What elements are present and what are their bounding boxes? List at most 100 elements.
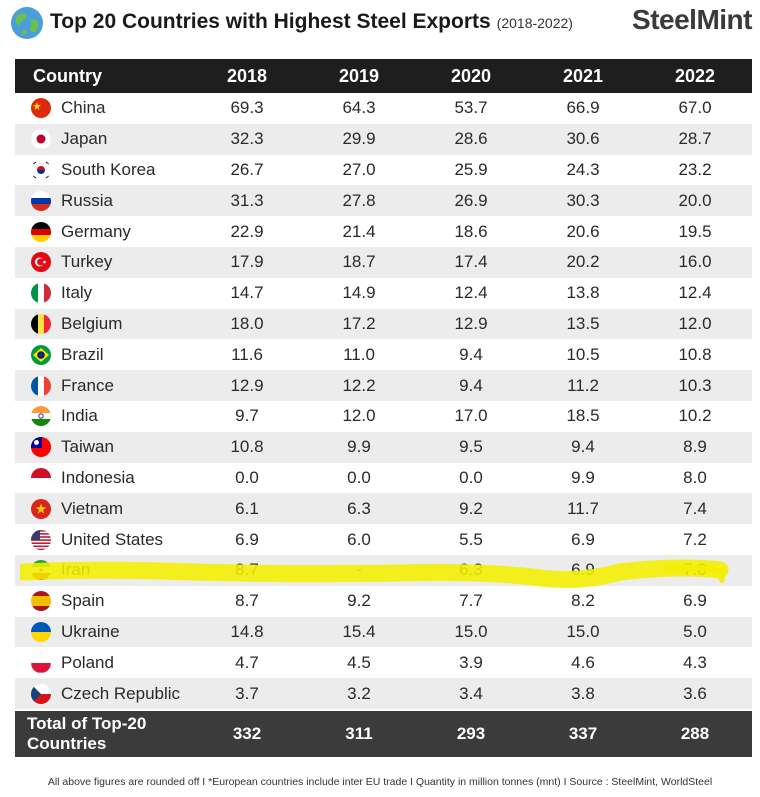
value-cell-2019: 9.2 <box>347 591 371 611</box>
total-value-2020: 293 <box>456 723 486 743</box>
russia-flag-icon <box>31 190 51 211</box>
country-name: France <box>61 375 114 395</box>
value-cell-2019: 14.9 <box>342 283 376 303</box>
country-name: Italy <box>61 283 93 303</box>
belgium-flag-icon <box>31 313 51 334</box>
value-cell-2020: 9.2 <box>459 498 483 518</box>
value-cell-2018: 6.1 <box>235 498 259 518</box>
table-row: Czech Republic 3.7 3.2 3.4 3.8 3.6 <box>15 678 752 709</box>
page-title: Top 20 Countries with Highest Steel Expo… <box>50 10 573 34</box>
table-row: India 9.7 12.0 17.0 18.5 10.2 <box>15 401 752 432</box>
value-cell-2022: 10.8 <box>678 344 712 364</box>
title-text: Top 20 Countries with Highest Steel Expo… <box>50 10 491 33</box>
country-name: Indonesia <box>61 467 135 487</box>
table-row: Turkey 17.9 18.7 17.4 20.2 16.0 <box>15 246 752 278</box>
value-cell-2018: 12.9 <box>230 375 264 395</box>
column-header-country: Country <box>33 65 102 86</box>
value-cell-2019: 0.0 <box>347 467 371 487</box>
value-cell-2018: 9.7 <box>235 406 259 426</box>
value-cell-2019: 3.2 <box>347 683 371 703</box>
value-cell-2019: 18.7 <box>342 252 376 272</box>
table-row: Vietnam 6.1 6.3 9.2 11.7 7.4 <box>15 493 752 525</box>
value-cell-2018: 11.6 <box>231 344 263 364</box>
country-name: China <box>61 98 106 118</box>
value-cell-2018: 4.7 <box>235 652 259 672</box>
country-cell: United States <box>15 529 191 550</box>
value-cell-2020: 12.4 <box>454 283 488 303</box>
country-cell: Spain <box>15 591 191 612</box>
country-cell: Indonesia <box>15 467 191 488</box>
value-cell-2021: 20.2 <box>566 252 600 272</box>
steelmint-logo: SteelMint <box>632 4 752 35</box>
italy-flag-icon <box>31 283 51 304</box>
exports-table: Country 2018 2019 2020 2021 2022 China 69.3 64.… <box>15 59 752 757</box>
footnote: All above figures are rounded off I *Eur… <box>47 776 713 788</box>
value-cell-2020: 25.9 <box>454 159 488 179</box>
total-value-2019: 311 <box>345 723 373 743</box>
france-flag-icon <box>31 375 51 396</box>
country-name: Taiwan <box>61 437 114 457</box>
india-flag-icon <box>31 406 51 427</box>
iran-flag-icon <box>31 560 51 581</box>
table-row: Italy 14.7 14.9 12.4 13.8 12.4 <box>15 278 752 309</box>
country-cell: Ukraine <box>15 621 191 642</box>
spain-flag-icon <box>31 591 51 612</box>
value-cell-2020: 9.5 <box>459 437 483 457</box>
czech-flag-icon <box>31 683 51 704</box>
germany-flag-icon <box>31 221 51 242</box>
value-cell-2018: 31.3 <box>230 190 264 210</box>
value-cell-2019: 6.0 <box>347 529 371 549</box>
total-value-2022: 288 <box>680 723 710 743</box>
table-row: Belgium 18.0 17.2 12.9 13.5 12.0 <box>15 308 752 340</box>
country-cell: Japan <box>15 129 191 150</box>
value-cell-2021: 20.6 <box>566 221 600 241</box>
value-cell-2022: 8.9 <box>683 437 707 457</box>
value-cell-2020: 3.4 <box>459 683 483 703</box>
value-cell-2021: 18.5 <box>566 406 600 426</box>
column-header-2018: 2018 <box>226 65 268 86</box>
value-cell-2022: 12.0 <box>678 313 712 333</box>
value-cell-2019: 15.4 <box>342 621 376 641</box>
country-cell: Vietnam <box>15 498 191 519</box>
country-name: Iran <box>61 560 91 580</box>
table-row: Spain 8.7 9.2 7.7 8.2 6.9 <box>15 586 752 617</box>
country-name: Ukraine <box>61 621 120 641</box>
value-cell-2021: 4.6 <box>571 652 595 672</box>
value-cell-2022: 28.7 <box>678 129 712 149</box>
table-row: China 69.3 64.3 53.7 66.9 67.0 <box>15 93 752 124</box>
value-cell-2022: 10.3 <box>678 375 712 395</box>
value-cell-2019: 6.3 <box>347 498 371 518</box>
table-row: France 12.9 12.2 9.4 11.2 10.3 <box>15 370 752 401</box>
value-cell-2020: 9.4 <box>459 344 483 364</box>
value-cell-2020: 15.0 <box>454 621 488 641</box>
value-cell-2020: 6.3 <box>459 560 483 580</box>
total-label: Total of Top-20 Countries <box>15 714 191 754</box>
country-name: Russia <box>61 190 113 210</box>
value-cell-2022: 19.5 <box>678 221 712 241</box>
value-cell-2021: 13.5 <box>566 313 600 333</box>
value-cell-2018: 10.8 <box>230 437 264 457</box>
value-cell-2019: 9.9 <box>347 437 371 457</box>
indonesia-flag-icon <box>31 467 51 488</box>
value-cell-2021: 6.9 <box>571 529 595 549</box>
value-cell-2022: 23.2 <box>678 159 712 179</box>
value-cell-2022: 20.0 <box>678 190 712 210</box>
value-cell-2020: 0.0 <box>459 467 483 487</box>
column-header-2020: 2020 <box>450 65 492 86</box>
country-name: South Korea <box>61 159 156 179</box>
total-label-line2: Countries <box>27 733 107 753</box>
country-name: Poland <box>61 652 114 672</box>
value-cell-2018: 3.7 <box>235 683 259 703</box>
table-row: Brazil 11.6 11.0 9.4 10.5 10.8 <box>15 339 752 370</box>
value-cell-2019: 64.3 <box>342 98 376 118</box>
vietnam-flag-icon <box>31 498 51 519</box>
table-row: Indonesia 0.0 0.0 0.0 9.9 8.0 <box>15 463 752 494</box>
value-cell-2018: 0.0 <box>235 467 259 487</box>
turkey-flag-icon <box>31 252 51 273</box>
value-cell-2018: 69.3 <box>230 98 264 118</box>
table-header: Country 2018 2019 2020 2021 2022 <box>15 59 752 93</box>
value-cell-2019: 12.0 <box>342 406 376 426</box>
value-cell-2019: 29.9 <box>342 129 376 149</box>
brazil-flag-icon <box>31 344 51 365</box>
column-header-2022: 2022 <box>674 65 716 86</box>
